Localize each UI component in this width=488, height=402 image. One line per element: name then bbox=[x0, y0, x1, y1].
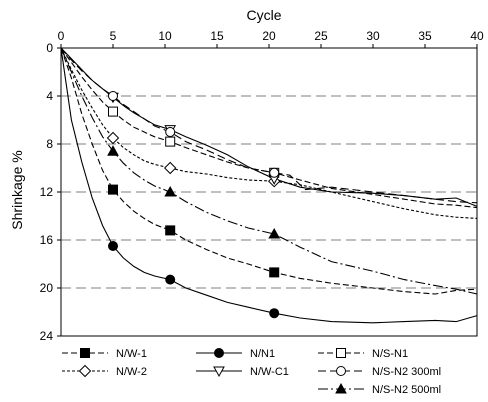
legend-marker-n-s-n2-300ml bbox=[336, 366, 346, 376]
axes: 0 5 10 15 20 25 30 35 40 0 4 8 12 16 20 24 bbox=[40, 29, 484, 343]
x-tick-label-15: 15 bbox=[210, 29, 224, 43]
data-point-n-w-1-1 bbox=[165, 225, 176, 236]
data-point-n-n1-2 bbox=[269, 308, 280, 319]
data-point-n-n1-0 bbox=[108, 241, 118, 251]
x-tick-label-35: 35 bbox=[418, 29, 432, 43]
legend-label-n-s-n1: N/S-N1 bbox=[372, 348, 408, 360]
y-tick-label-20: 20 bbox=[40, 281, 54, 295]
x-tick-label-30: 30 bbox=[366, 29, 380, 43]
y-axis-title: Shrinkage % bbox=[9, 150, 25, 229]
legend-item-n-w-1: N/W-1 bbox=[62, 348, 147, 360]
x-tick-label-10: 10 bbox=[158, 29, 172, 43]
legend-item-n-w-2: N/W-2 bbox=[62, 364, 147, 378]
data-point-n-w-2-1 bbox=[163, 161, 177, 175]
data-point-n-w-1-2 bbox=[269, 267, 280, 278]
y-tick-label-8: 8 bbox=[46, 137, 53, 151]
y-tick-label-0: 0 bbox=[46, 41, 53, 55]
legend-marker-n-n1 bbox=[214, 348, 224, 358]
legend-marker-n-w-c1 bbox=[213, 366, 225, 378]
series-line-n-s-n2-300ml bbox=[60, 47, 478, 204]
data-point-n-n1-1 bbox=[165, 274, 176, 285]
legend-marker-n-w-2 bbox=[78, 364, 92, 378]
legend-label-n-n1: N/N1 bbox=[250, 348, 275, 360]
y-tick-label-4: 4 bbox=[46, 89, 53, 103]
series-line-n-w-c1 bbox=[60, 47, 478, 207]
legend-label-n-w-2: N/W-2 bbox=[116, 366, 147, 378]
data-point-n-s-n2-300ml-1 bbox=[165, 127, 176, 137]
x-tick-label-40: 40 bbox=[470, 29, 484, 43]
y-tick-label-24: 24 bbox=[40, 329, 54, 343]
x-tick-label-20: 20 bbox=[262, 29, 276, 43]
legend-item-n-s-n2-300ml: N/S-N2 300ml bbox=[318, 366, 441, 378]
data-point-n-s-n2-300ml-0 bbox=[108, 91, 118, 101]
legend-label-n-s-n2-300ml: N/S-N2 300ml bbox=[372, 366, 441, 378]
series-line-n-s-n2-500ml bbox=[60, 47, 478, 295]
legend-marker-n-s-n2-500ml bbox=[335, 382, 347, 394]
series-line-n-w-1 bbox=[60, 47, 478, 295]
series-markers bbox=[106, 91, 281, 319]
data-point-n-s-n2-500ml-2 bbox=[268, 227, 281, 239]
data-point-n-s-n1-1 bbox=[165, 136, 176, 147]
data-point-n-s-n2-500ml-0 bbox=[107, 145, 119, 156]
data-point-n-s-n2-500ml-1 bbox=[164, 185, 177, 197]
data-point-n-w-1-0 bbox=[108, 184, 118, 195]
data-point-n-s-n1-0 bbox=[108, 106, 118, 117]
legend-label-n-w-c1: N/W-C1 bbox=[250, 366, 289, 378]
data-point-n-s-n2-300ml-2 bbox=[269, 167, 280, 178]
legend-item-n-s-n1: N/S-N1 bbox=[318, 348, 408, 360]
series-line-n-w-2 bbox=[60, 47, 478, 219]
data-point-n-w-2-0 bbox=[106, 131, 120, 145]
legend-label-n-s-n2-500ml: N/S-N2 500ml bbox=[372, 384, 441, 396]
legend-item-n-n1: N/N1 bbox=[196, 348, 275, 360]
legend-marker-n-s-n1 bbox=[336, 348, 346, 358]
legend-label-n-w-1: N/W-1 bbox=[116, 348, 147, 360]
series-line-n-n1 bbox=[60, 47, 478, 324]
series-lines bbox=[60, 47, 478, 324]
x-tick-label-25: 25 bbox=[314, 29, 328, 43]
x-tick-label-5: 5 bbox=[110, 29, 117, 43]
x-tick-label-0: 0 bbox=[58, 29, 65, 43]
y-tick-label-16: 16 bbox=[40, 233, 54, 247]
grid-lines bbox=[61, 95, 477, 289]
series-line-n-s-n1 bbox=[60, 47, 478, 209]
legend: N/W-1 N/N1 N/S-N1 N/W-2 N/W-C1 N/S-N2 300ml N/… bbox=[62, 348, 441, 396]
y-tick-label-12: 12 bbox=[40, 185, 54, 199]
legend-item-n-s-n2-500ml: N/S-N2 500ml bbox=[318, 382, 441, 396]
legend-marker-n-w-1 bbox=[80, 348, 90, 358]
x-axis-title: Cycle bbox=[246, 7, 281, 23]
legend-item-n-w-c1: N/W-C1 bbox=[196, 366, 289, 378]
